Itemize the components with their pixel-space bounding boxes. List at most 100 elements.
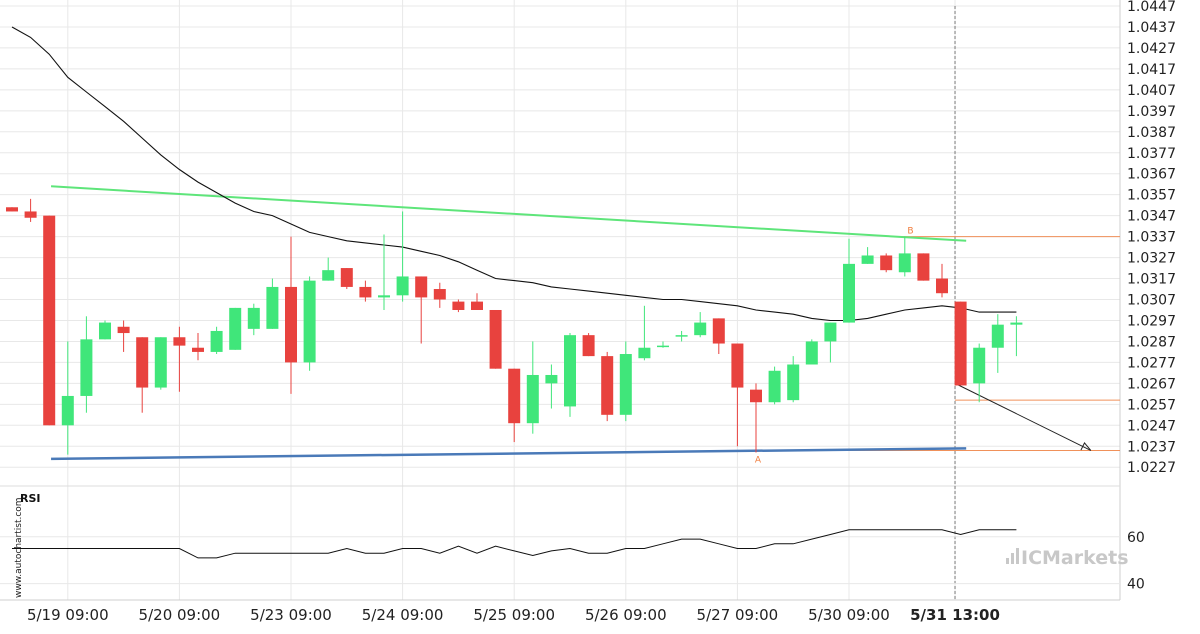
candle-body	[843, 263, 855, 323]
y-axis-ticks: 1.0447 1.0437 1.0427 1.0417 1.0407 1.0397 1.03…	[1127, 0, 1176, 476]
candle-body	[43, 215, 56, 426]
y-tick-label: 1.0257	[1127, 397, 1176, 413]
candle-body	[452, 301, 465, 310]
y-tick-label: 1.0347	[1127, 209, 1176, 225]
y-tick-label: 1.0407	[1127, 83, 1176, 99]
x-tick-label: 5/27 09:00	[697, 606, 779, 624]
brand-logo: ICMarkets	[1006, 547, 1129, 569]
y-tick-label: 1.0287	[1127, 334, 1176, 350]
candle-body	[898, 253, 911, 273]
candle-body	[210, 330, 223, 352]
brand-icon	[1006, 548, 1019, 564]
candle-body	[359, 286, 372, 298]
candle-body	[322, 270, 335, 281]
candle-body	[582, 335, 595, 357]
candle-body	[731, 343, 744, 388]
candle-body	[936, 278, 948, 294]
candle-body	[247, 307, 260, 329]
candle-body	[694, 322, 707, 336]
candle-body	[378, 295, 390, 298]
y-tick-label: 1.0447	[1127, 0, 1176, 15]
candle-body	[564, 335, 576, 407]
candle-body	[787, 364, 800, 401]
candle-body	[917, 253, 930, 281]
candle-body	[508, 368, 521, 424]
candle-body	[173, 337, 186, 346]
candle-body	[24, 211, 37, 218]
candle-body	[601, 356, 614, 415]
candle-body	[805, 341, 818, 365]
point-a-label: A	[755, 455, 762, 465]
x-tick-label: 5/19 09:00	[27, 606, 109, 624]
candle-body	[657, 345, 669, 348]
candle-body	[675, 335, 688, 337]
projection-arrow-line	[954, 382, 1092, 451]
resistance-line	[51, 185, 967, 242]
candle-body	[229, 307, 242, 350]
candle-body	[1010, 322, 1023, 325]
x-tick-label: 5/20 09:00	[139, 606, 221, 624]
y-tick-label: 1.0317	[1127, 272, 1176, 288]
rsi-line	[12, 529, 1017, 559]
candle-body	[526, 374, 539, 424]
candle-body	[545, 374, 558, 384]
rsi-title: RSI	[20, 492, 41, 505]
candle-body	[750, 389, 762, 403]
grid-lines	[0, 0, 1121, 601]
candle-body	[192, 347, 204, 352]
x-axis-ticks: 5/19 09:00 5/20 09:00 5/23 09:00 5/24 09:00…	[27, 606, 1000, 624]
y-tick-label: 1.0357	[1127, 188, 1176, 204]
y-tick-label: 1.0387	[1127, 125, 1176, 141]
y-tick-label: 1.0307	[1127, 293, 1176, 309]
candle-body	[99, 322, 111, 340]
projection-arrow-head	[1080, 441, 1092, 451]
x-tick-label: 5/30 09:00	[808, 606, 890, 624]
candle-body	[954, 301, 967, 386]
candles	[6, 198, 1023, 455]
x-tick-label: 5/26 09:00	[585, 606, 667, 624]
candle-body	[396, 276, 409, 296]
candle-body	[861, 255, 874, 264]
candle-body	[824, 322, 837, 342]
rsi-tick-label: 40	[1127, 577, 1145, 593]
candle-body	[471, 301, 483, 310]
candle-body	[136, 337, 149, 388]
rsi-tick-label: 60	[1127, 530, 1145, 546]
candle-body	[415, 276, 428, 298]
rsi-panel: 60 40	[12, 529, 1145, 593]
support-line	[51, 447, 967, 461]
y-tick-label: 1.0277	[1127, 355, 1176, 371]
y-tick-label: 1.0227	[1127, 460, 1176, 476]
y-tick-label: 1.0427	[1127, 41, 1176, 57]
y-tick-label: 1.0267	[1127, 376, 1176, 392]
candle-body	[880, 255, 893, 271]
candle-body	[117, 326, 130, 334]
candle-body	[80, 339, 93, 396]
candle-body	[973, 347, 986, 384]
candle-body	[285, 286, 297, 363]
candle-body	[266, 286, 279, 329]
x-tick-label: 5/24 09:00	[362, 606, 444, 624]
candle-body	[154, 337, 167, 388]
candle-body	[712, 318, 725, 344]
y-tick-label: 1.0297	[1127, 313, 1176, 329]
y-tick-label: 1.0377	[1127, 146, 1176, 162]
candle-body	[619, 354, 632, 415]
candle-body	[489, 309, 502, 369]
y-tick-label: 1.0437	[1127, 20, 1176, 36]
point-b-label: B	[907, 227, 913, 237]
y-tick-label: 1.0247	[1127, 418, 1176, 434]
y-tick-label: 1.0417	[1127, 62, 1176, 78]
y-tick-label: 1.0237	[1127, 439, 1176, 455]
pattern-markers: AB	[755, 227, 914, 466]
x-tick-label: 5/23 09:00	[250, 606, 332, 624]
candle-body	[991, 324, 1004, 348]
y-tick-label: 1.0337	[1127, 230, 1176, 246]
candle-body	[303, 280, 316, 363]
y-tick-label: 1.0397	[1127, 104, 1176, 120]
y-tick-label: 1.0327	[1127, 251, 1176, 267]
candle-body	[768, 370, 781, 403]
x-tick-label: 5/31 13:00	[910, 606, 1000, 624]
